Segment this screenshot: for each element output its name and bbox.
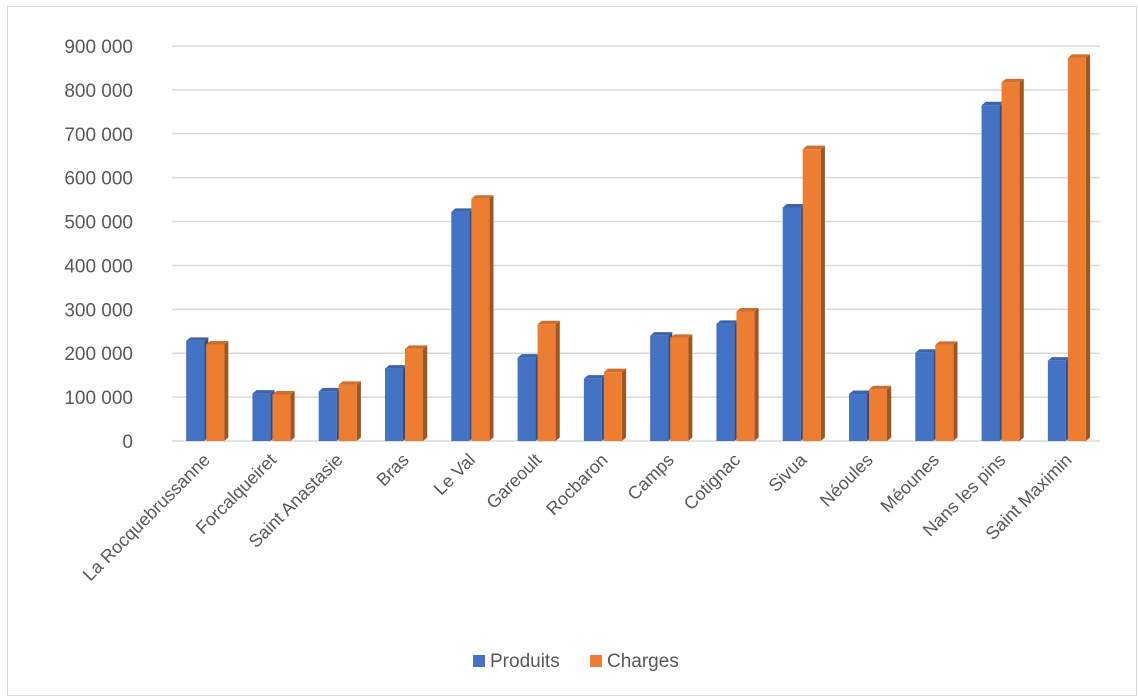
bar-charges-13 [1067, 54, 1091, 441]
legend-label-produits: Produits [490, 651, 560, 672]
bar-produits-2 [318, 387, 341, 441]
y-tick-label: 800 000 [64, 81, 133, 102]
bar-produits-9 [782, 204, 805, 441]
legend-swatch-produits [473, 655, 485, 667]
bars [186, 54, 1091, 441]
category-label: Camps [624, 450, 678, 504]
bar-charges-3 [405, 345, 428, 441]
bar-charges-11 [935, 341, 958, 441]
bar-produits-1 [252, 390, 275, 441]
category-label: La Rocquebrussanne [79, 450, 214, 585]
category-label: Méounes [877, 450, 944, 517]
category-label: Sivua [765, 449, 812, 496]
category-label: Gareoult [482, 450, 545, 513]
y-tick-label: 100 000 [64, 388, 133, 409]
bar-charges-7 [670, 334, 693, 441]
y-tick-label: 400 000 [64, 256, 133, 277]
y-tick-label: 700 000 [64, 125, 133, 146]
bar-produits-5 [517, 354, 540, 441]
bar-charges-8 [736, 308, 759, 441]
y-tick-label: 500 000 [64, 213, 133, 234]
category-label: Bras [373, 450, 413, 490]
bar-charges-10 [869, 385, 892, 441]
bar-produits-13 [1047, 357, 1071, 441]
bar-produits-6 [583, 375, 607, 441]
bar-charges-9 [802, 145, 825, 441]
y-axis-labels: 0 100 000 200 000 300 000 400 000 500 000 600 … [64, 37, 133, 453]
bar-charges-4 [471, 195, 494, 441]
y-tick-label: 200 000 [64, 344, 133, 365]
y-tick-label: 300 000 [64, 300, 133, 321]
bar-produits-10 [849, 390, 872, 441]
bar-produits-4 [451, 208, 474, 441]
gridlines [172, 45, 1100, 442]
category-label: Cotignac [680, 450, 744, 514]
bar-charges-2 [338, 381, 361, 441]
y-tick-label: 0 [122, 432, 133, 453]
bar-produits-7 [650, 332, 673, 441]
bar-produits-0 [186, 337, 209, 441]
legend: Produits Charges [473, 651, 679, 672]
category-label: Néoules [816, 450, 877, 511]
chart-area: 0 100 000 200 000 300 000 400 000 500 000 600 … [7, 6, 1137, 696]
bar-charges-12 [1001, 78, 1024, 441]
category-label: Rocbaron [542, 450, 611, 519]
category-label: Le Val [430, 450, 479, 499]
bar-produits-11 [915, 349, 938, 441]
y-tick-label: 600 000 [64, 169, 133, 190]
bar-charges-1 [272, 390, 295, 441]
chart-svg: 0 100 000 200 000 300 000 400 000 500 000 600 … [64, 37, 1100, 672]
y-tick-label: 900 000 [64, 37, 133, 58]
bar-charges-5 [537, 320, 560, 441]
bar-charges-0 [206, 340, 229, 441]
bar-produits-8 [716, 320, 739, 441]
legend-swatch-charges [590, 655, 602, 667]
legend-label-charges: Charges [607, 651, 679, 672]
bar-produits-3 [385, 365, 408, 441]
bar-charges-6 [603, 368, 627, 441]
bar-produits-12 [981, 101, 1004, 441]
